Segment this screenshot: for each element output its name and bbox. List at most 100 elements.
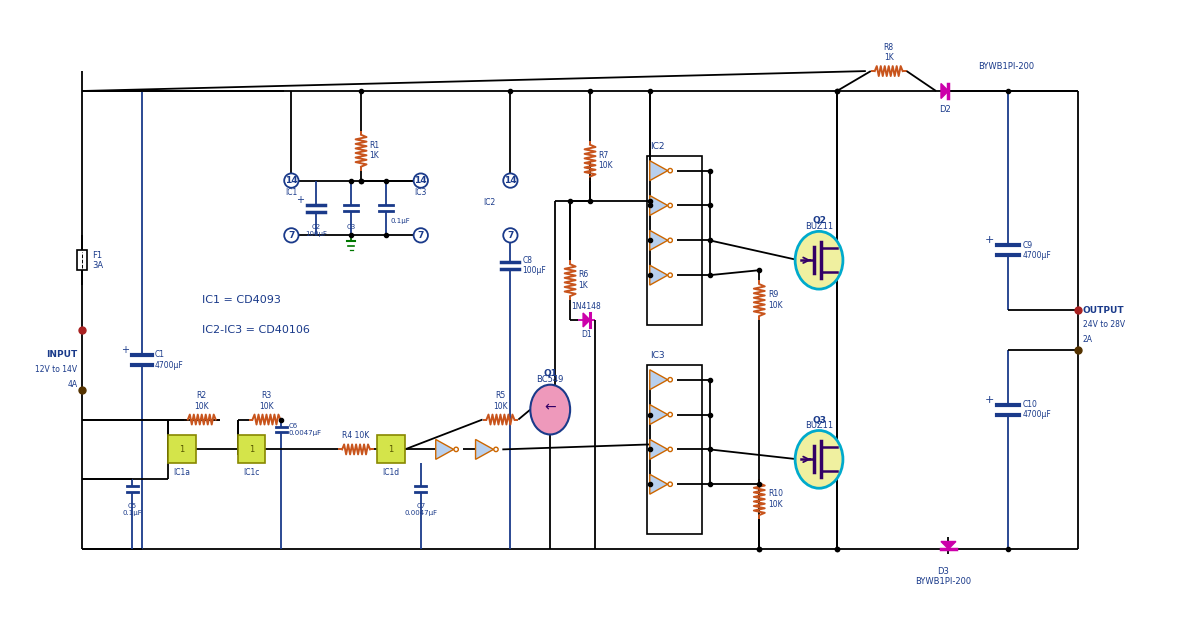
Text: IC3: IC3 xyxy=(650,351,665,360)
Text: BYWB1PI-200: BYWB1PI-200 xyxy=(978,62,1034,71)
Polygon shape xyxy=(583,313,590,327)
Polygon shape xyxy=(649,231,667,250)
Text: R6
1K: R6 1K xyxy=(578,270,589,290)
Text: +: + xyxy=(121,345,130,355)
Circle shape xyxy=(284,228,299,243)
Ellipse shape xyxy=(796,231,842,289)
Polygon shape xyxy=(649,265,667,285)
Text: C7
0.0047μF: C7 0.0047μF xyxy=(404,503,437,516)
Text: INPUT: INPUT xyxy=(46,350,77,359)
Text: IC2: IC2 xyxy=(484,198,496,207)
Polygon shape xyxy=(941,542,956,549)
Text: 2A: 2A xyxy=(1082,335,1093,345)
Text: 7: 7 xyxy=(508,231,514,240)
Text: C5
0.1μF: C5 0.1μF xyxy=(122,503,142,516)
Text: OUTPUT: OUTPUT xyxy=(1082,306,1124,314)
Text: R4 10K: R4 10K xyxy=(342,432,370,440)
Text: D3: D3 xyxy=(937,567,949,576)
Circle shape xyxy=(668,203,672,208)
Polygon shape xyxy=(649,370,667,390)
Circle shape xyxy=(414,173,428,188)
Text: 1: 1 xyxy=(179,445,185,454)
Text: C1
4700μF: C1 4700μF xyxy=(155,350,184,370)
Text: +: + xyxy=(296,195,305,205)
Circle shape xyxy=(414,228,428,243)
Text: C9
4700μF: C9 4700μF xyxy=(1022,241,1051,260)
Bar xyxy=(168,435,196,463)
Text: BC549: BC549 xyxy=(536,375,564,384)
Polygon shape xyxy=(649,404,667,425)
Text: 24V to 28V: 24V to 28V xyxy=(1082,321,1124,329)
Text: IC1d: IC1d xyxy=(383,468,400,478)
Text: C3: C3 xyxy=(347,224,355,231)
Text: D1: D1 xyxy=(581,330,592,340)
Text: 7: 7 xyxy=(288,231,294,240)
Text: R10
10K: R10 10K xyxy=(768,490,782,509)
Bar xyxy=(377,435,404,463)
Text: 12V to 14V: 12V to 14V xyxy=(35,365,77,374)
Text: R7
10K: R7 10K xyxy=(599,151,613,170)
Text: IC3: IC3 xyxy=(415,188,427,197)
Text: C10
4700μF: C10 4700μF xyxy=(1022,400,1051,420)
Circle shape xyxy=(493,447,498,452)
Text: D2: D2 xyxy=(938,105,950,115)
Circle shape xyxy=(668,482,672,486)
Text: +: + xyxy=(985,236,995,245)
Circle shape xyxy=(668,413,672,417)
Circle shape xyxy=(503,173,517,188)
Text: BYWB1PI-200: BYWB1PI-200 xyxy=(916,577,972,586)
Text: 3A: 3A xyxy=(92,261,103,270)
Text: IC1 = CD4093: IC1 = CD4093 xyxy=(202,295,281,305)
Bar xyxy=(238,435,265,463)
Text: 14: 14 xyxy=(504,176,517,185)
Circle shape xyxy=(454,447,458,452)
Bar xyxy=(647,156,702,325)
Text: C2
100μF: C2 100μF xyxy=(305,224,328,238)
Text: F1: F1 xyxy=(92,251,102,260)
Bar xyxy=(77,250,88,270)
Text: Q2: Q2 xyxy=(812,216,826,226)
Text: IC1c: IC1c xyxy=(244,468,259,478)
Polygon shape xyxy=(649,474,667,494)
Polygon shape xyxy=(941,84,948,98)
Text: 7: 7 xyxy=(418,231,424,240)
Polygon shape xyxy=(649,161,667,181)
Text: R9
10K: R9 10K xyxy=(768,290,782,310)
Text: 14: 14 xyxy=(286,176,298,185)
Circle shape xyxy=(668,273,672,277)
Text: IC1: IC1 xyxy=(286,188,298,197)
Text: 1: 1 xyxy=(389,445,394,454)
Text: Q3: Q3 xyxy=(812,416,826,425)
Text: 1N4148: 1N4148 xyxy=(571,302,601,311)
Circle shape xyxy=(668,447,672,452)
Polygon shape xyxy=(436,440,454,459)
Polygon shape xyxy=(649,440,667,459)
Text: 0.1μF: 0.1μF xyxy=(391,219,410,224)
Text: C8
100μF: C8 100μF xyxy=(522,256,546,275)
Circle shape xyxy=(668,377,672,382)
Text: R3
10K: R3 10K xyxy=(259,391,274,411)
Text: 1: 1 xyxy=(248,445,254,454)
Text: IC1a: IC1a xyxy=(173,468,191,478)
Circle shape xyxy=(668,168,672,173)
Text: BUZ11: BUZ11 xyxy=(805,222,833,231)
Text: R5
10K: R5 10K xyxy=(493,391,508,411)
Polygon shape xyxy=(649,195,667,215)
Text: Q1: Q1 xyxy=(544,369,557,378)
Text: R8
1K: R8 1K xyxy=(883,43,894,62)
Text: C6
0.0047μF: C6 0.0047μF xyxy=(288,423,322,436)
Text: +: + xyxy=(985,394,995,404)
Ellipse shape xyxy=(530,385,570,435)
Bar xyxy=(647,365,702,534)
Text: IC2-IC3 = CD40106: IC2-IC3 = CD40106 xyxy=(202,325,310,335)
Polygon shape xyxy=(475,440,493,459)
Text: R2
10K: R2 10K xyxy=(194,391,209,411)
Text: IC2: IC2 xyxy=(650,142,665,151)
Circle shape xyxy=(284,173,299,188)
Text: 4A: 4A xyxy=(67,380,77,389)
Text: R1
1K: R1 1K xyxy=(370,141,379,161)
Ellipse shape xyxy=(796,430,842,488)
Circle shape xyxy=(668,238,672,243)
Circle shape xyxy=(503,228,517,243)
Text: ←: ← xyxy=(545,401,556,415)
